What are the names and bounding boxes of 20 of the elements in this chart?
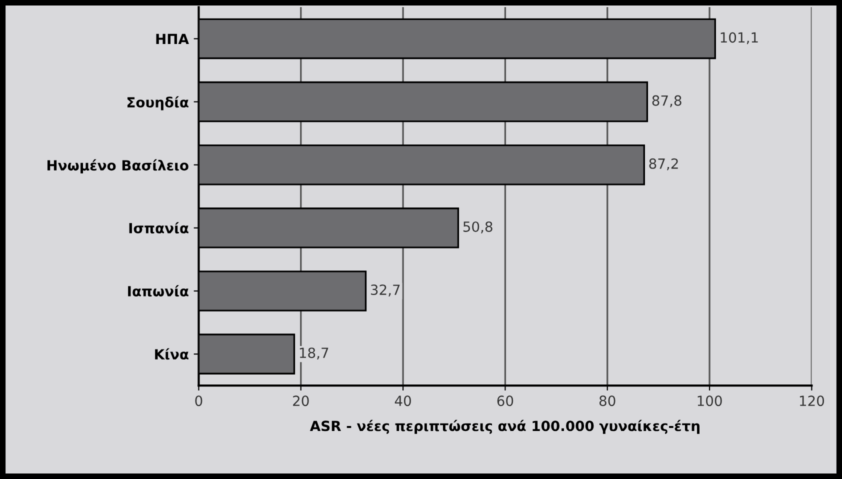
x-axis-title: ASR - νέες περιπτώσεις ανά 100.000 γυναίκες-έτη [310,420,700,434]
y-tick-label: Ισπανία [129,222,188,234]
x-tick-label: 0 [195,396,202,406]
x-tick-label: 100 [698,396,722,406]
x-tick-label: 20 [293,396,309,406]
data-label: 87,8 [652,95,682,108]
data-label: 87,2 [649,158,678,170]
x-tick-label: 60 [497,396,514,406]
y-tick-label: Σουηδία [127,96,188,110]
y-tick-label: Κίνα [155,348,188,360]
y-tick-label: Ιαπωνία [128,285,188,297]
y-tick-label: ΗΠΑ [156,34,189,44]
x-tick-label: 40 [394,396,411,406]
data-label: 50,8 [463,221,492,234]
data-label: 32,7 [370,284,400,296]
data-label: 101,1 [720,32,758,44]
data-label: 18,7 [300,348,328,360]
y-tick-label: Ηνωμένο Βασίλειο [47,159,188,174]
x-tick-label: 80 [599,396,616,406]
x-tick-label: 120 [800,396,824,406]
